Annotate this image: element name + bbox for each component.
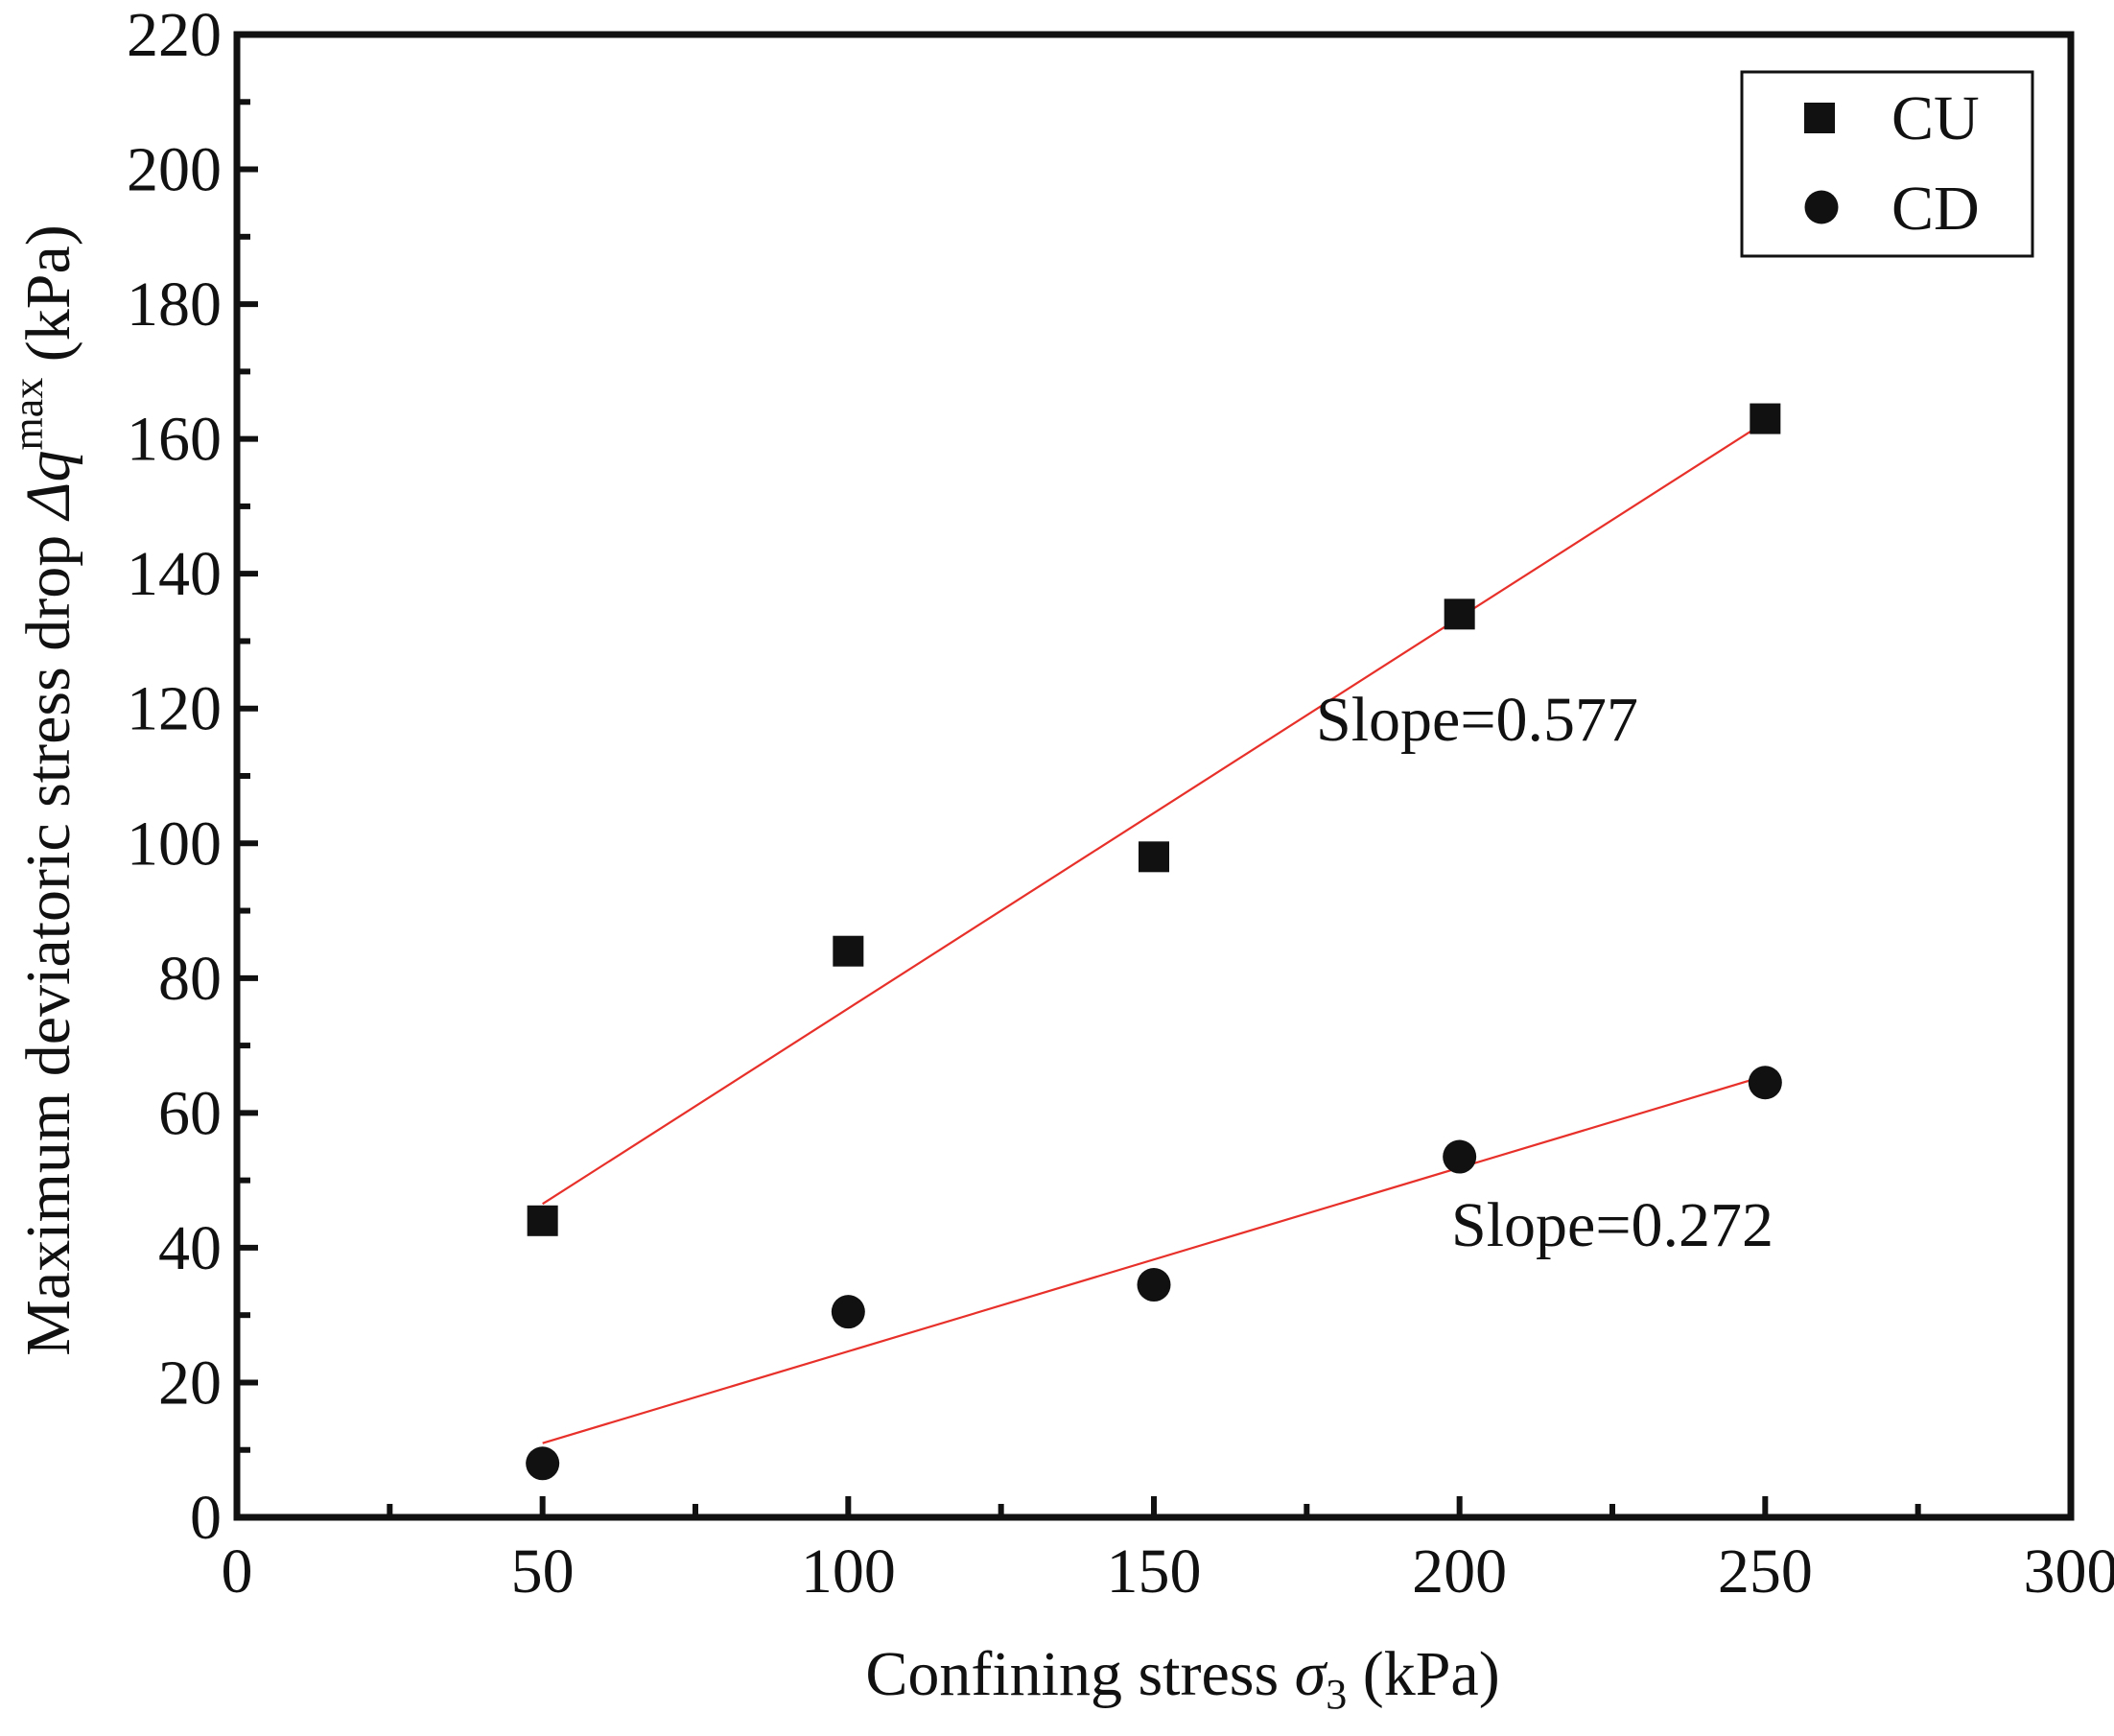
cd-slope-annotation: Slope=0.272 bbox=[1451, 1190, 1773, 1260]
cd-data-point bbox=[1137, 1268, 1171, 1302]
y-tick-label: 220 bbox=[127, 0, 222, 70]
legend-cu-label: CU bbox=[1891, 83, 1980, 153]
cu-data-point bbox=[1139, 841, 1169, 873]
cd-data-point bbox=[1748, 1066, 1782, 1100]
cu-data-point bbox=[1750, 403, 1781, 434]
x-axis-title: Confining stress σ3 (kPa) bbox=[865, 1639, 1499, 1718]
cd-data-point bbox=[526, 1446, 560, 1481]
x-tick-label: 50 bbox=[511, 1537, 575, 1607]
x-axis-ticks: 0 50 100 150 200 250 300 bbox=[222, 1496, 2114, 1607]
y-axis-title-unit: (kPa) bbox=[13, 224, 83, 377]
y-tick-label: 200 bbox=[127, 135, 222, 205]
legend-box bbox=[1740, 70, 2034, 258]
y-tick-label: 80 bbox=[158, 944, 222, 1014]
x-axis-title-main: Confining stress bbox=[865, 1639, 1294, 1709]
legend-cu-square-marker bbox=[1804, 103, 1835, 133]
data-markers bbox=[526, 403, 1782, 1481]
legend-cd-label: CD bbox=[1891, 174, 1980, 244]
cu-data-point bbox=[1444, 598, 1475, 630]
cd-fit-line bbox=[542, 1074, 1766, 1444]
legend: CU CD bbox=[1740, 70, 2034, 258]
x-axis-title-symbol: σ bbox=[1295, 1639, 1328, 1709]
y-tick-label: 0 bbox=[190, 1483, 222, 1553]
y-tick-label: 60 bbox=[158, 1078, 222, 1148]
cu-fit-line bbox=[542, 421, 1766, 1206]
fit-lines bbox=[542, 421, 1766, 1444]
y-tick-label: 100 bbox=[127, 809, 222, 879]
y-tick-label: 120 bbox=[127, 674, 222, 744]
x-axis-title-subscript: 3 bbox=[1326, 1671, 1347, 1718]
y-tick-label: 140 bbox=[127, 539, 222, 609]
y-tick-label: 180 bbox=[127, 270, 222, 340]
y-axis-title-main: Maximum deviatoric stress drop bbox=[13, 519, 83, 1356]
y-axis-title-superscript: max bbox=[5, 378, 52, 451]
y-axis-ticks: 0 20 40 60 80 100 120 140 160 180 200 220 bbox=[127, 0, 258, 1553]
x-tick-label: 150 bbox=[1107, 1537, 1202, 1607]
x-tick-label: 300 bbox=[2024, 1537, 2114, 1607]
cd-data-point bbox=[831, 1295, 865, 1329]
cu-slope-annotation: Slope=0.577 bbox=[1316, 685, 1638, 755]
x-axis-title-unit: (kPa) bbox=[1347, 1639, 1499, 1709]
legend-cd-circle-marker bbox=[1804, 190, 1839, 224]
y-axis-title-symbol: Δq bbox=[13, 450, 83, 522]
x-tick-label: 0 bbox=[222, 1537, 253, 1607]
x-tick-label: 250 bbox=[1718, 1537, 1813, 1607]
x-tick-label: 100 bbox=[801, 1537, 896, 1607]
x-tick-label: 200 bbox=[1412, 1537, 1507, 1607]
cd-data-point bbox=[1443, 1139, 1477, 1174]
y-tick-label: 160 bbox=[127, 405, 222, 475]
cu-data-point bbox=[833, 935, 864, 967]
y-tick-label: 20 bbox=[158, 1348, 222, 1418]
cu-data-point bbox=[527, 1205, 558, 1236]
y-axis-title: Maximum deviatoric stress drop Δqmax (kP… bbox=[5, 224, 83, 1356]
y-tick-label: 40 bbox=[158, 1213, 222, 1283]
